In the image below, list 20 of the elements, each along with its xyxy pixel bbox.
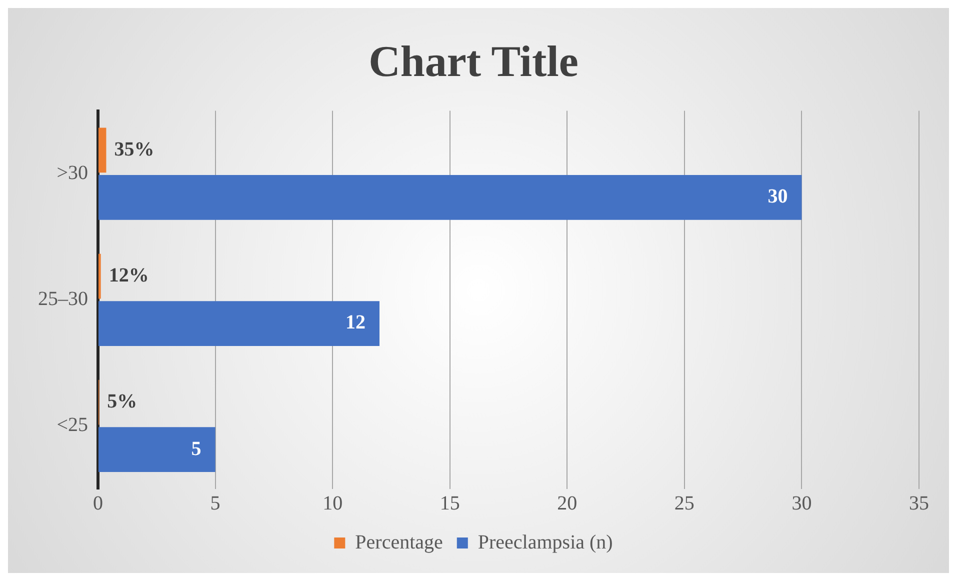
x-tick-label: 15 (440, 492, 460, 514)
x-tick-label: 0 (93, 492, 103, 514)
y-tick-label: 25–30 (38, 288, 88, 310)
y-tick-label: <25 (56, 414, 88, 436)
y-tick-label: >30 (56, 162, 88, 184)
data-label: 35% (114, 138, 154, 160)
data-label: 30 (768, 186, 788, 208)
x-tick-label: 30 (792, 492, 812, 514)
x-tick-label: 25 (674, 492, 694, 514)
legend-label: Preeclampsia (n) (478, 531, 613, 554)
legend-label: Percentage (355, 531, 444, 554)
x-tick-label: 5 (210, 492, 220, 514)
data-label: 5% (107, 390, 138, 412)
x-tick-label: 10 (322, 492, 343, 514)
data-label: 5 (191, 438, 202, 460)
x-tick-label: 20 (557, 492, 578, 514)
data-label: 12% (108, 264, 149, 286)
x-tick-label: 35 (909, 492, 929, 514)
chart-title: Chart Title (368, 36, 578, 86)
data-label: 12 (345, 312, 366, 334)
